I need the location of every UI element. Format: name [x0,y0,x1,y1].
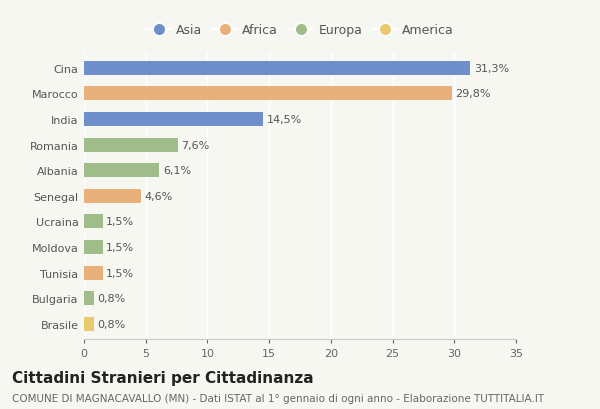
Text: 31,3%: 31,3% [474,63,509,74]
Bar [84,240,103,254]
Text: COMUNE DI MAGNACAVALLO (MN) - Dati ISTAT al 1° gennaio di ogni anno - Elaborazio: COMUNE DI MAGNACAVALLO (MN) - Dati ISTAT… [12,393,544,403]
Bar [84,215,103,229]
Bar [84,266,103,280]
Text: 0,8%: 0,8% [98,294,126,303]
Bar [84,112,263,127]
Bar [84,317,94,331]
Text: 0,8%: 0,8% [98,319,126,329]
Text: 14,5%: 14,5% [266,115,302,125]
Bar [84,164,159,178]
Text: 4,6%: 4,6% [145,191,173,201]
Text: 1,5%: 1,5% [106,217,134,227]
Bar [84,292,94,306]
Bar [84,61,470,76]
Legend: Asia, Africa, Europa, America: Asia, Africa, Europa, America [141,19,459,42]
Text: 6,1%: 6,1% [163,166,191,176]
Bar [84,138,178,152]
Text: Cittadini Stranieri per Cittadinanza: Cittadini Stranieri per Cittadinanza [12,370,314,385]
Bar [84,189,141,203]
Text: 1,5%: 1,5% [106,268,134,278]
Text: 7,6%: 7,6% [182,140,210,150]
Bar [84,87,452,101]
Text: 1,5%: 1,5% [106,243,134,252]
Text: 29,8%: 29,8% [455,89,491,99]
